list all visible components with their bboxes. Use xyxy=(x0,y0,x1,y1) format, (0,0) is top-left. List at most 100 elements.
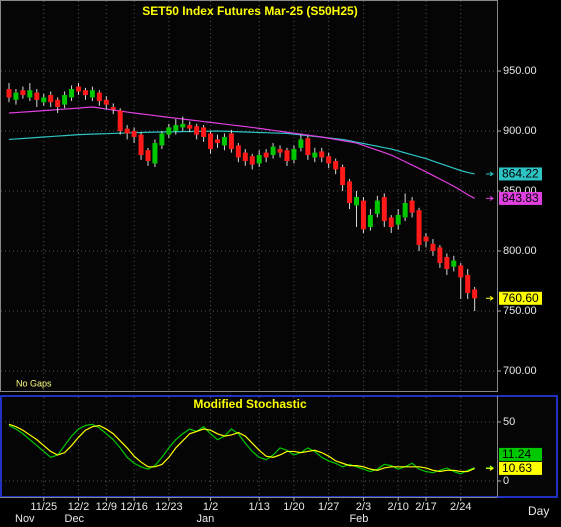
candle-body xyxy=(277,149,283,153)
candle-body xyxy=(138,134,144,156)
candle-body xyxy=(263,152,269,158)
x-tick-label: 1/27 xyxy=(318,501,339,513)
candle-body xyxy=(208,133,214,150)
candle-body xyxy=(326,156,332,164)
candle-body xyxy=(62,95,68,105)
y-tick-label: 800.00 xyxy=(503,245,537,257)
candle-body xyxy=(465,275,471,294)
value-badge xyxy=(499,167,542,181)
candle-body xyxy=(48,95,54,103)
candle-body xyxy=(402,203,408,218)
candle-body xyxy=(340,167,346,186)
month-label: Nov xyxy=(15,513,35,525)
candle-body xyxy=(82,90,88,96)
candle-body xyxy=(298,139,304,148)
candle-body xyxy=(374,200,380,214)
value-badge xyxy=(499,447,542,461)
y-tick-label: 700.00 xyxy=(503,365,537,377)
candle-body xyxy=(437,247,443,264)
candle-body xyxy=(124,128,130,134)
candle-body xyxy=(76,86,81,92)
badge-arrow xyxy=(486,465,494,471)
candle-body xyxy=(270,146,276,156)
value-badge-label: 11.24 xyxy=(502,447,531,461)
candle-body xyxy=(34,92,40,100)
y-tick-label: 900.00 xyxy=(503,125,537,137)
candle-body xyxy=(110,107,116,110)
candle-body xyxy=(96,92,102,102)
value-badge-label: 10.63 xyxy=(502,461,532,475)
value-badge xyxy=(499,191,542,205)
x-tick-label: 2/3 xyxy=(356,501,371,513)
y-tick-label: 50 xyxy=(503,416,515,428)
candle-body xyxy=(430,243,436,252)
x-tick-label: 12/9 xyxy=(96,501,117,513)
x-tick-label: 1/20 xyxy=(283,501,304,513)
badge-arrow xyxy=(486,171,494,177)
candle-body xyxy=(451,260,457,267)
candle-body xyxy=(305,138,311,156)
series-line xyxy=(8,423,475,475)
candle-body xyxy=(249,156,255,165)
series-line xyxy=(8,130,475,175)
value-badge xyxy=(499,291,542,305)
candle-body xyxy=(388,217,394,228)
candle-body xyxy=(159,133,165,146)
candle-body xyxy=(41,97,47,103)
badge-arrow xyxy=(486,465,494,471)
x-tick-label: 2/17 xyxy=(415,501,436,513)
y-tick-label: 950.00 xyxy=(503,65,537,77)
candle-body xyxy=(69,89,75,98)
marks xyxy=(6,83,478,475)
candle-body xyxy=(458,265,464,278)
grid xyxy=(1,1,501,501)
month-label: Feb xyxy=(349,513,368,525)
candle-body xyxy=(6,89,12,98)
candle-body xyxy=(145,150,151,162)
series-line xyxy=(8,423,475,473)
candle-body xyxy=(472,289,478,299)
candle-body xyxy=(360,200,366,230)
badge-arrow xyxy=(486,196,494,201)
candle-body xyxy=(354,197,359,206)
month-label: Dec xyxy=(65,513,85,525)
x-tick-label: 12/23 xyxy=(155,501,183,513)
candle-body xyxy=(194,126,200,135)
candle-body xyxy=(409,200,415,213)
candle-body xyxy=(395,215,401,225)
candle-body xyxy=(228,133,234,150)
x-tick-label: 1/2 xyxy=(203,501,218,513)
price-panel xyxy=(0,0,498,392)
candle-body xyxy=(291,149,297,160)
note: No Gaps xyxy=(16,378,52,388)
candle-body xyxy=(235,145,241,158)
candle-body xyxy=(256,155,262,164)
candle-body xyxy=(180,123,186,128)
candle-body xyxy=(55,99,61,108)
chart-title: SET50 Index Futures Mar-25 (S50H25) xyxy=(142,4,357,18)
panel-title: Modified Stochastic xyxy=(193,397,307,411)
value-badge xyxy=(499,461,542,475)
candle-body xyxy=(152,143,158,164)
candle-body xyxy=(131,131,137,138)
candle-body xyxy=(117,110,123,132)
y-tick-label: 0 xyxy=(503,475,509,487)
candle-body xyxy=(103,99,109,105)
x-tick-label: 1/13 xyxy=(248,501,269,513)
candle-body xyxy=(221,137,227,146)
x-tick-label: 12/16 xyxy=(120,501,148,513)
labels: 700.00750.00800.00850.00900.00950.00050N… xyxy=(15,65,542,525)
candle-body xyxy=(187,125,193,129)
value-badge-label: 760.60 xyxy=(502,291,539,305)
month-label: Jan xyxy=(197,513,215,525)
y-tick-label: 750.00 xyxy=(503,305,537,317)
candle-body xyxy=(333,161,339,170)
candle-body xyxy=(444,257,450,270)
candle-body xyxy=(242,152,248,162)
candle-body xyxy=(20,90,26,96)
candle-body xyxy=(166,127,172,135)
candle-body xyxy=(173,125,179,132)
candle-body xyxy=(27,90,33,98)
